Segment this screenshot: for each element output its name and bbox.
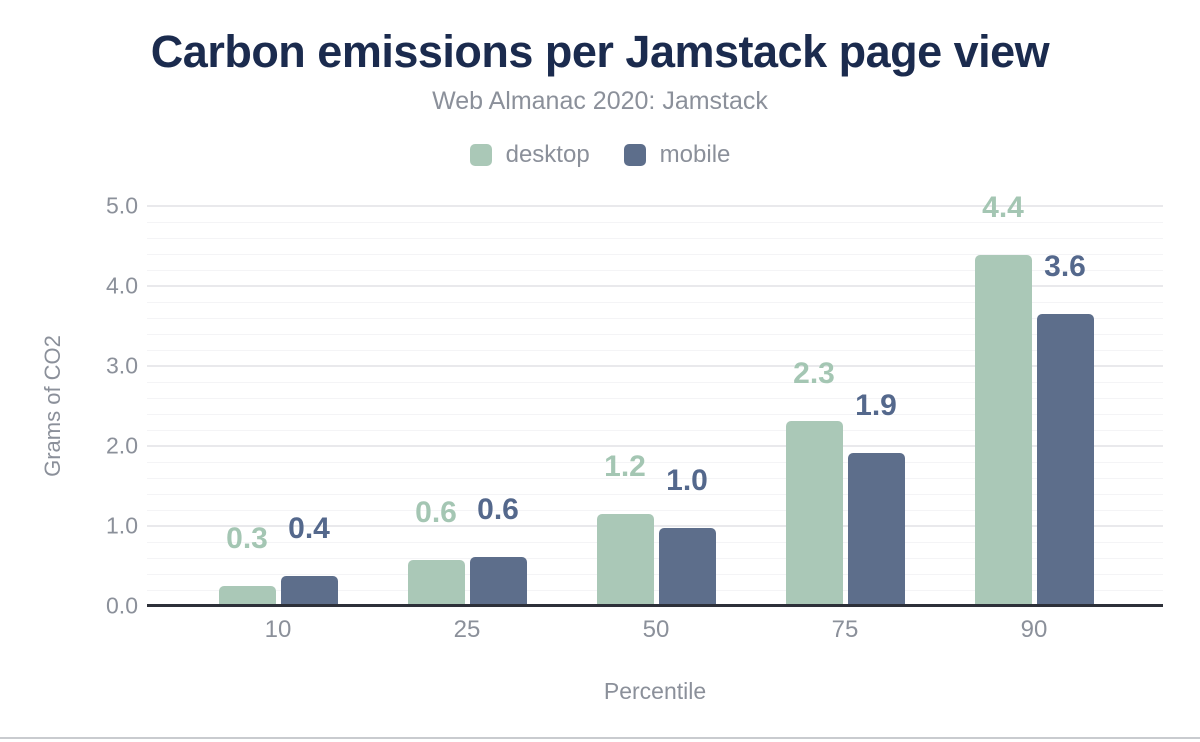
x-axis-title: Percentile	[603, 678, 707, 704]
value-label-desktop-p90: 4.4	[982, 191, 1024, 224]
bar-desktop-p90	[974, 255, 1032, 606]
gridline-minor-4.8	[147, 221, 1163, 223]
chart-legend: desktop mobile	[0, 141, 1200, 169]
gridline-minor-3.6	[147, 317, 1163, 319]
y-tick-label-0.0: 0.0	[106, 592, 138, 619]
chart-title: Carbon emissions per Jamstack page view	[150, 26, 1050, 77]
gridline-minor-0.8	[147, 541, 1163, 543]
gridline-minor-4.6	[147, 237, 1163, 239]
bar-mobile-p50	[658, 528, 716, 606]
bar-desktop-p25	[407, 560, 465, 606]
value-label-desktop-p10: 0.3	[226, 522, 268, 555]
value-label-mobile-p25: 0.6	[477, 493, 519, 526]
y-tick-label-2.0: 2.0	[106, 432, 138, 459]
gridline-minor-0.2	[147, 589, 1163, 591]
x-tick-label-75: 75	[831, 616, 859, 643]
value-label-desktop-p25: 0.6	[415, 496, 457, 529]
legend-label-desktop: desktop	[505, 141, 590, 168]
gridline-minor-0.6	[147, 557, 1163, 559]
legend-item-mobile[interactable]: mobile	[623, 141, 731, 169]
x-tick-label-50: 50	[642, 616, 670, 643]
gridline-minor-3.2	[147, 349, 1163, 351]
x-tick-label-10: 10	[264, 616, 292, 643]
gridline-minor-3.8	[147, 301, 1163, 303]
gridline-major-3.0	[147, 365, 1163, 367]
bar-desktop-p50	[596, 514, 654, 606]
bar-desktop-p75	[785, 421, 843, 606]
y-tick-label-4.0: 4.0	[106, 272, 138, 299]
page-bottom-border	[0, 737, 1200, 739]
gridline-minor-1.6	[147, 477, 1163, 479]
bar-mobile-p90	[1036, 314, 1094, 606]
bar-desktop-p10	[218, 586, 276, 606]
y-tick-label-5.0: 5.0	[106, 192, 138, 219]
y-tick-label-1.0: 1.0	[106, 512, 138, 539]
x-tick-label-25: 25	[453, 616, 481, 643]
value-label-mobile-p50: 1.0	[666, 464, 708, 497]
gridline-minor-2.8	[147, 381, 1163, 383]
gridline-minor-0.4	[147, 573, 1163, 575]
value-label-desktop-p75: 2.3	[793, 357, 835, 390]
gridline-minor-2.2	[147, 429, 1163, 431]
desktop-swatch-icon	[469, 144, 492, 166]
gridline-major-5.0	[147, 205, 1163, 207]
gridline-minor-4.4	[147, 253, 1163, 255]
chart-subtitle: Web Almanac 2020: Jamstack	[432, 87, 768, 115]
gridline-major-4.0	[147, 285, 1163, 287]
gridline-minor-1.8	[147, 461, 1163, 463]
gridline-minor-2.6	[147, 397, 1163, 399]
gridline-major-2.0	[147, 445, 1163, 447]
gridline-major-1.0	[147, 525, 1163, 527]
legend-label-mobile: mobile	[659, 141, 731, 168]
x-tick-label-90: 90	[1020, 616, 1048, 643]
gridline-minor-1.2	[147, 509, 1163, 511]
value-label-mobile-p90: 3.6	[1044, 250, 1086, 283]
mobile-swatch-icon	[623, 144, 646, 166]
value-label-mobile-p10: 0.4	[288, 512, 330, 545]
gridline-minor-3.4	[147, 333, 1163, 335]
value-label-desktop-p50: 1.2	[604, 450, 646, 483]
gridline-minor-1.4	[147, 493, 1163, 495]
bar-mobile-p75	[847, 453, 905, 606]
y-tick-label-3.0: 3.0	[106, 352, 138, 379]
y-axis-title: Grams of CO2	[40, 335, 65, 477]
x-axis-line	[147, 604, 1163, 607]
bar-mobile-p10	[280, 576, 338, 606]
bar-mobile-p25	[469, 557, 527, 606]
value-label-mobile-p75: 1.9	[855, 389, 897, 422]
gridline-minor-2.4	[147, 413, 1163, 415]
legend-item-desktop[interactable]: desktop	[469, 141, 590, 169]
gridline-minor-4.2	[147, 269, 1163, 271]
